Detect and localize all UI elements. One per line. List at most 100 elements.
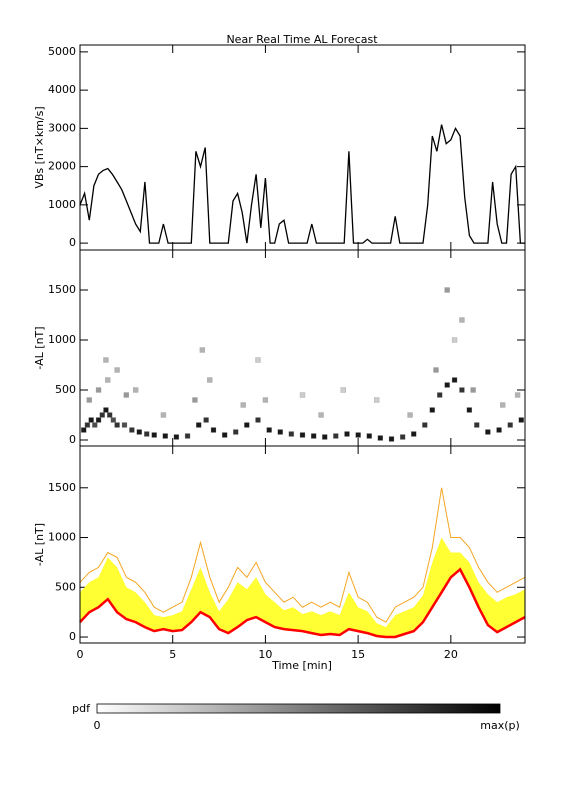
density-cell [451, 337, 458, 343]
colorbar [96, 703, 501, 714]
plot-frame [79, 249, 526, 447]
density-cell [470, 387, 476, 393]
density-cell [173, 434, 180, 440]
y-tick-label: 1000 [48, 333, 76, 346]
density-cell [255, 357, 261, 363]
density-cell [374, 397, 380, 403]
density-cell [114, 422, 120, 428]
density-cell [474, 422, 480, 428]
density-cell [103, 357, 109, 363]
density-cell [123, 392, 130, 398]
density-cell [485, 429, 491, 435]
density-cell [500, 402, 506, 408]
density-cell [277, 429, 283, 435]
plot-frame [79, 44, 526, 251]
density-cell [433, 367, 439, 373]
density-cell [318, 412, 324, 418]
density-cell [95, 387, 102, 393]
density-cell [203, 417, 209, 423]
density-cell [366, 433, 372, 439]
density-cell [244, 422, 250, 428]
x-tick-label: 0 [77, 648, 84, 661]
density-cell [310, 433, 317, 439]
density-cell [322, 434, 328, 440]
density-cell [407, 412, 413, 418]
density-cell [437, 392, 443, 398]
density-cell [466, 407, 473, 413]
density-cell [451, 377, 458, 383]
density-cell [184, 433, 191, 439]
y-tick-label: 2000 [48, 160, 76, 173]
density-cell [388, 436, 395, 442]
density-cell [340, 387, 346, 393]
density-cell [99, 412, 105, 418]
x-tick-label: 15 [351, 648, 365, 661]
density-cell [84, 422, 91, 428]
density-cell [496, 427, 502, 433]
density-cell [221, 432, 228, 438]
density-cell [160, 412, 167, 418]
line [79, 567, 526, 639]
density-cell [262, 397, 269, 403]
density-cell [107, 412, 113, 418]
density-cell [355, 432, 361, 438]
colorbar-label: pdf [72, 702, 91, 715]
density-cell [444, 382, 450, 388]
density-cell [429, 407, 435, 413]
density-cell [344, 431, 350, 437]
y-axis-label: -AL [nT] [33, 523, 46, 566]
density-cell [95, 417, 102, 423]
y-axis-label: -AL [nT] [33, 326, 46, 369]
colorbar-max-label: max(p) [480, 719, 520, 732]
density-cell [144, 431, 150, 437]
x-tick-label: 10 [258, 648, 272, 661]
density-cell [459, 317, 465, 323]
density-cell [114, 367, 120, 373]
chart-title: Near Real Time AL Forecast [226, 33, 378, 46]
density-cell [121, 422, 128, 428]
density-cell [233, 429, 239, 435]
y-tick-label: 1000 [48, 198, 76, 211]
density-cell [299, 432, 306, 438]
y-tick-label: 1500 [48, 481, 76, 494]
density-cell [207, 377, 213, 383]
density-cell [92, 422, 98, 428]
density-cell [88, 417, 94, 423]
density-cell [514, 392, 521, 398]
density-cell [136, 429, 142, 435]
density-cell [162, 433, 168, 439]
density-cell [411, 431, 417, 437]
density-cell [507, 422, 513, 428]
density-cell [288, 431, 295, 437]
density-cell [333, 433, 339, 439]
y-tick-label: 4000 [48, 83, 76, 96]
density-cell [210, 427, 217, 433]
density-cell [299, 392, 306, 398]
density-cell [110, 417, 117, 423]
density-cell [192, 397, 198, 403]
y-axis-label: VBs [nT×km/s] [33, 106, 46, 188]
y-tick-label: 500 [55, 383, 76, 396]
density-cell [240, 402, 246, 408]
y-tick-label: 5000 [48, 45, 76, 58]
density-cell [199, 347, 206, 353]
x-tick-label: 20 [444, 648, 458, 661]
density-cell [132, 387, 139, 393]
y-tick-label: 0 [69, 433, 76, 446]
density-cell [103, 407, 109, 413]
density-cell [399, 434, 406, 440]
line [79, 487, 526, 623]
density-cell [518, 417, 524, 423]
band [80, 537, 525, 637]
density-cell [86, 397, 92, 403]
colorbar-min-label: 0 [94, 719, 101, 732]
y-tick-label: 1000 [48, 531, 76, 544]
y-tick-label: 3000 [48, 121, 76, 134]
x-axis-label: Time [min] [271, 659, 332, 672]
density-cell [151, 432, 157, 438]
density-cell [196, 422, 202, 428]
density-cell [377, 435, 384, 441]
density-cell [255, 417, 261, 423]
y-tick-label: 1500 [48, 283, 76, 296]
